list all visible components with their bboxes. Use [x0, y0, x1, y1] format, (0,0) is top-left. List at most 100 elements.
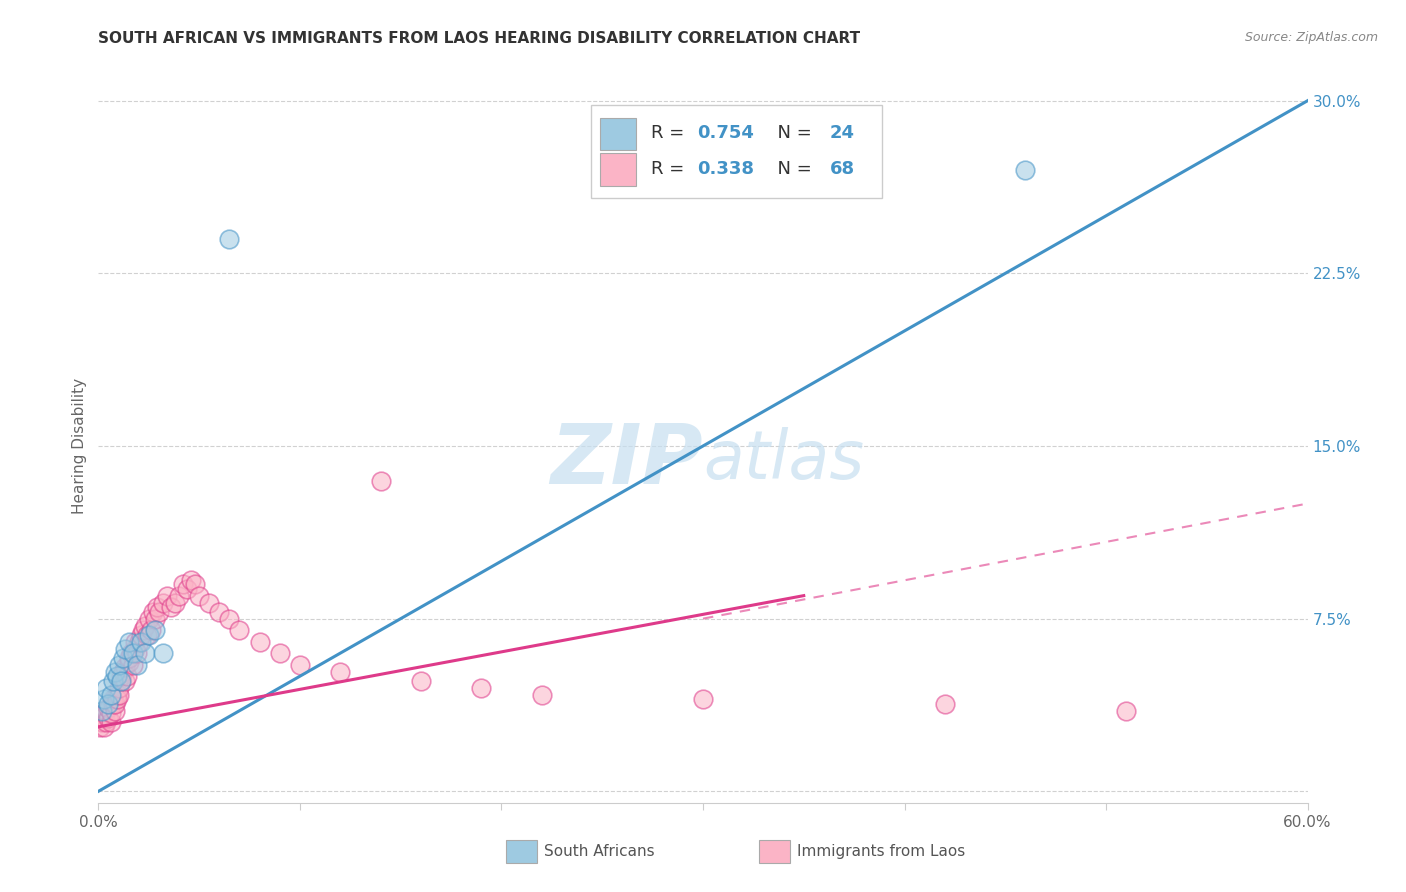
Point	[156, 589, 179, 603]
Point	[184, 577, 207, 591]
Point	[103, 704, 125, 718]
Point	[101, 697, 124, 711]
Text: R =: R =	[651, 125, 690, 143]
Point	[105, 692, 128, 706]
Point	[107, 681, 129, 695]
Point	[228, 623, 250, 637]
Point	[105, 669, 128, 683]
Point	[107, 688, 129, 702]
Point	[89, 720, 111, 734]
Point	[125, 646, 148, 660]
Point	[370, 474, 392, 488]
Point	[172, 577, 194, 591]
Point	[142, 605, 165, 619]
Point	[97, 701, 120, 715]
Point	[125, 657, 148, 672]
Point	[160, 600, 183, 615]
Text: SOUTH AFRICAN VS IMMIGRANTS FROM LAOS HEARING DISABILITY CORRELATION CHART: SOUTH AFRICAN VS IMMIGRANTS FROM LAOS HE…	[98, 31, 860, 46]
FancyBboxPatch shape	[591, 105, 882, 198]
Point	[111, 665, 134, 679]
Text: 0.338: 0.338	[697, 161, 754, 178]
Point	[110, 669, 132, 683]
Point	[118, 650, 141, 665]
Bar	[600, 118, 637, 150]
Point	[97, 697, 120, 711]
Point	[692, 692, 714, 706]
Point	[934, 697, 956, 711]
Point	[124, 641, 146, 656]
Point	[91, 715, 114, 730]
Point	[138, 628, 160, 642]
Point	[329, 665, 352, 679]
Point	[139, 623, 162, 637]
Point	[100, 715, 122, 730]
Point	[105, 688, 128, 702]
Point	[167, 589, 190, 603]
Point	[128, 634, 150, 648]
Point	[188, 589, 211, 603]
Point	[115, 669, 138, 683]
Point	[269, 646, 291, 660]
Point	[218, 612, 240, 626]
Point	[409, 673, 432, 688]
Text: R =: R =	[651, 161, 690, 178]
Point	[114, 673, 136, 688]
Point	[110, 673, 132, 688]
Point	[129, 634, 152, 648]
Point	[118, 634, 141, 648]
Point	[163, 595, 186, 609]
Point	[148, 605, 170, 619]
Point	[101, 673, 124, 688]
Point	[96, 715, 118, 730]
Point	[96, 704, 118, 718]
Text: 0.754: 0.754	[697, 125, 754, 143]
Point	[218, 232, 240, 246]
Point	[134, 646, 156, 660]
Point	[135, 628, 157, 642]
Point	[111, 650, 134, 665]
Point	[91, 704, 114, 718]
Point	[93, 720, 115, 734]
Point	[91, 711, 114, 725]
Point	[143, 612, 166, 626]
Point	[530, 688, 553, 702]
Point	[100, 688, 122, 702]
Point	[198, 595, 221, 609]
Point	[129, 628, 152, 642]
Point	[134, 618, 156, 632]
Point	[1014, 162, 1036, 177]
Text: N =: N =	[766, 161, 817, 178]
Point	[152, 595, 174, 609]
Point	[180, 573, 202, 587]
Point	[138, 612, 160, 626]
Point	[249, 634, 271, 648]
Point	[152, 646, 174, 660]
Point	[132, 623, 155, 637]
Point	[143, 623, 166, 637]
Point	[146, 600, 169, 615]
Bar	[600, 153, 637, 186]
Point	[121, 646, 143, 660]
Point	[110, 673, 132, 688]
Point	[107, 657, 129, 672]
Point	[100, 706, 122, 720]
Point	[120, 646, 142, 660]
Point	[93, 706, 115, 720]
Point	[121, 657, 143, 672]
Text: 24: 24	[830, 125, 855, 143]
Point	[124, 634, 146, 648]
Text: South Africans: South Africans	[544, 845, 655, 859]
Point	[103, 697, 125, 711]
Point	[208, 605, 231, 619]
Text: ZIP: ZIP	[550, 420, 703, 500]
Point	[1115, 704, 1137, 718]
Point	[176, 582, 198, 596]
Text: atlas: atlas	[703, 427, 865, 493]
Point	[288, 657, 311, 672]
Point	[470, 681, 492, 695]
Point	[97, 711, 120, 725]
Point	[114, 660, 136, 674]
Point	[96, 681, 118, 695]
Point	[103, 665, 125, 679]
Point	[93, 692, 115, 706]
